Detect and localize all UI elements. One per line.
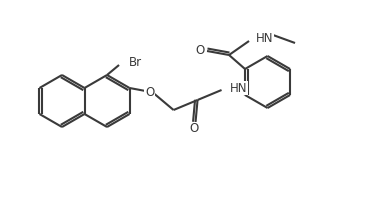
Text: O: O [189, 122, 198, 136]
Text: HN: HN [229, 81, 247, 95]
Text: Br: Br [129, 57, 142, 69]
Text: O: O [145, 85, 154, 99]
Text: O: O [195, 44, 205, 58]
Text: HN: HN [256, 32, 274, 46]
